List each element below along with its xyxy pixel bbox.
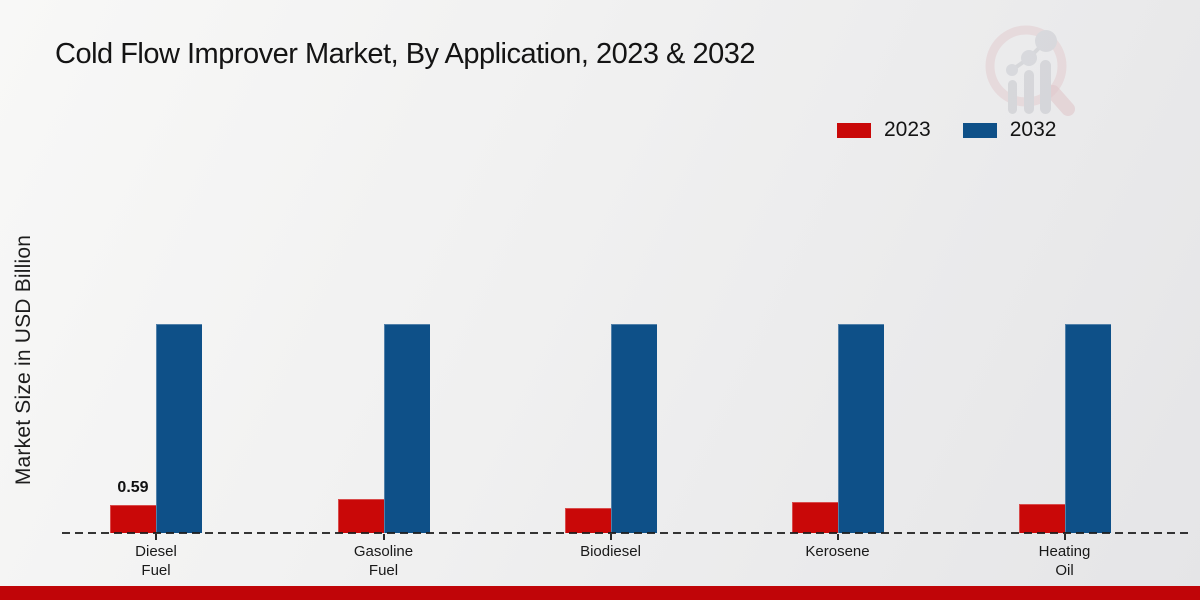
x-axis-tick bbox=[1063, 534, 1066, 540]
legend-label: 2032 bbox=[1009, 118, 1057, 141]
bar-2032-diesel-fuel bbox=[156, 324, 202, 533]
bar-2023-diesel-fuel bbox=[110, 505, 156, 533]
bar-value-label: 0.59 bbox=[117, 479, 149, 496]
footer-accent-strip bbox=[0, 586, 1200, 600]
bar-2032-heating-oil bbox=[1064, 324, 1111, 533]
x-axis-category-label: Gasoline Fuel bbox=[353, 543, 414, 579]
x-axis-tick bbox=[609, 534, 612, 540]
x-axis-category-label: Kerosene bbox=[805, 543, 870, 560]
bar-2032-biodiesel bbox=[610, 324, 657, 533]
legend-label: 2023 bbox=[884, 118, 931, 141]
x-axis-tick bbox=[836, 534, 839, 540]
x-axis-baseline bbox=[62, 532, 1190, 534]
legend-item-2032: 2032 bbox=[962, 118, 1057, 142]
x-axis-category-label: Diesel Fuel bbox=[135, 543, 177, 579]
x-axis-category-label: Biodiesel bbox=[580, 543, 641, 560]
bar-2023-kerosene bbox=[791, 502, 838, 533]
x-axis-tick bbox=[155, 534, 157, 540]
bar-2023-gasoline-fuel bbox=[337, 499, 384, 533]
legend-swatch-2023 bbox=[837, 122, 871, 138]
bar-2023-biodiesel bbox=[564, 508, 611, 533]
chart-title: Cold Flow Improver Market, By Applicatio… bbox=[55, 38, 755, 70]
bar-2032-gasoline-fuel bbox=[383, 324, 430, 533]
legend-swatch-2032 bbox=[962, 122, 997, 138]
legend: 2023 2032 bbox=[837, 118, 1056, 142]
x-axis-tick bbox=[382, 534, 385, 540]
magnifier-bar-chart-watermark-logo bbox=[985, 25, 1075, 116]
x-axis-category-label: Heating Oil bbox=[1038, 543, 1091, 579]
bar-2023-heating-oil bbox=[1018, 504, 1065, 533]
bar-2032-kerosene bbox=[837, 324, 884, 533]
legend-item-2023: 2023 bbox=[837, 118, 931, 142]
